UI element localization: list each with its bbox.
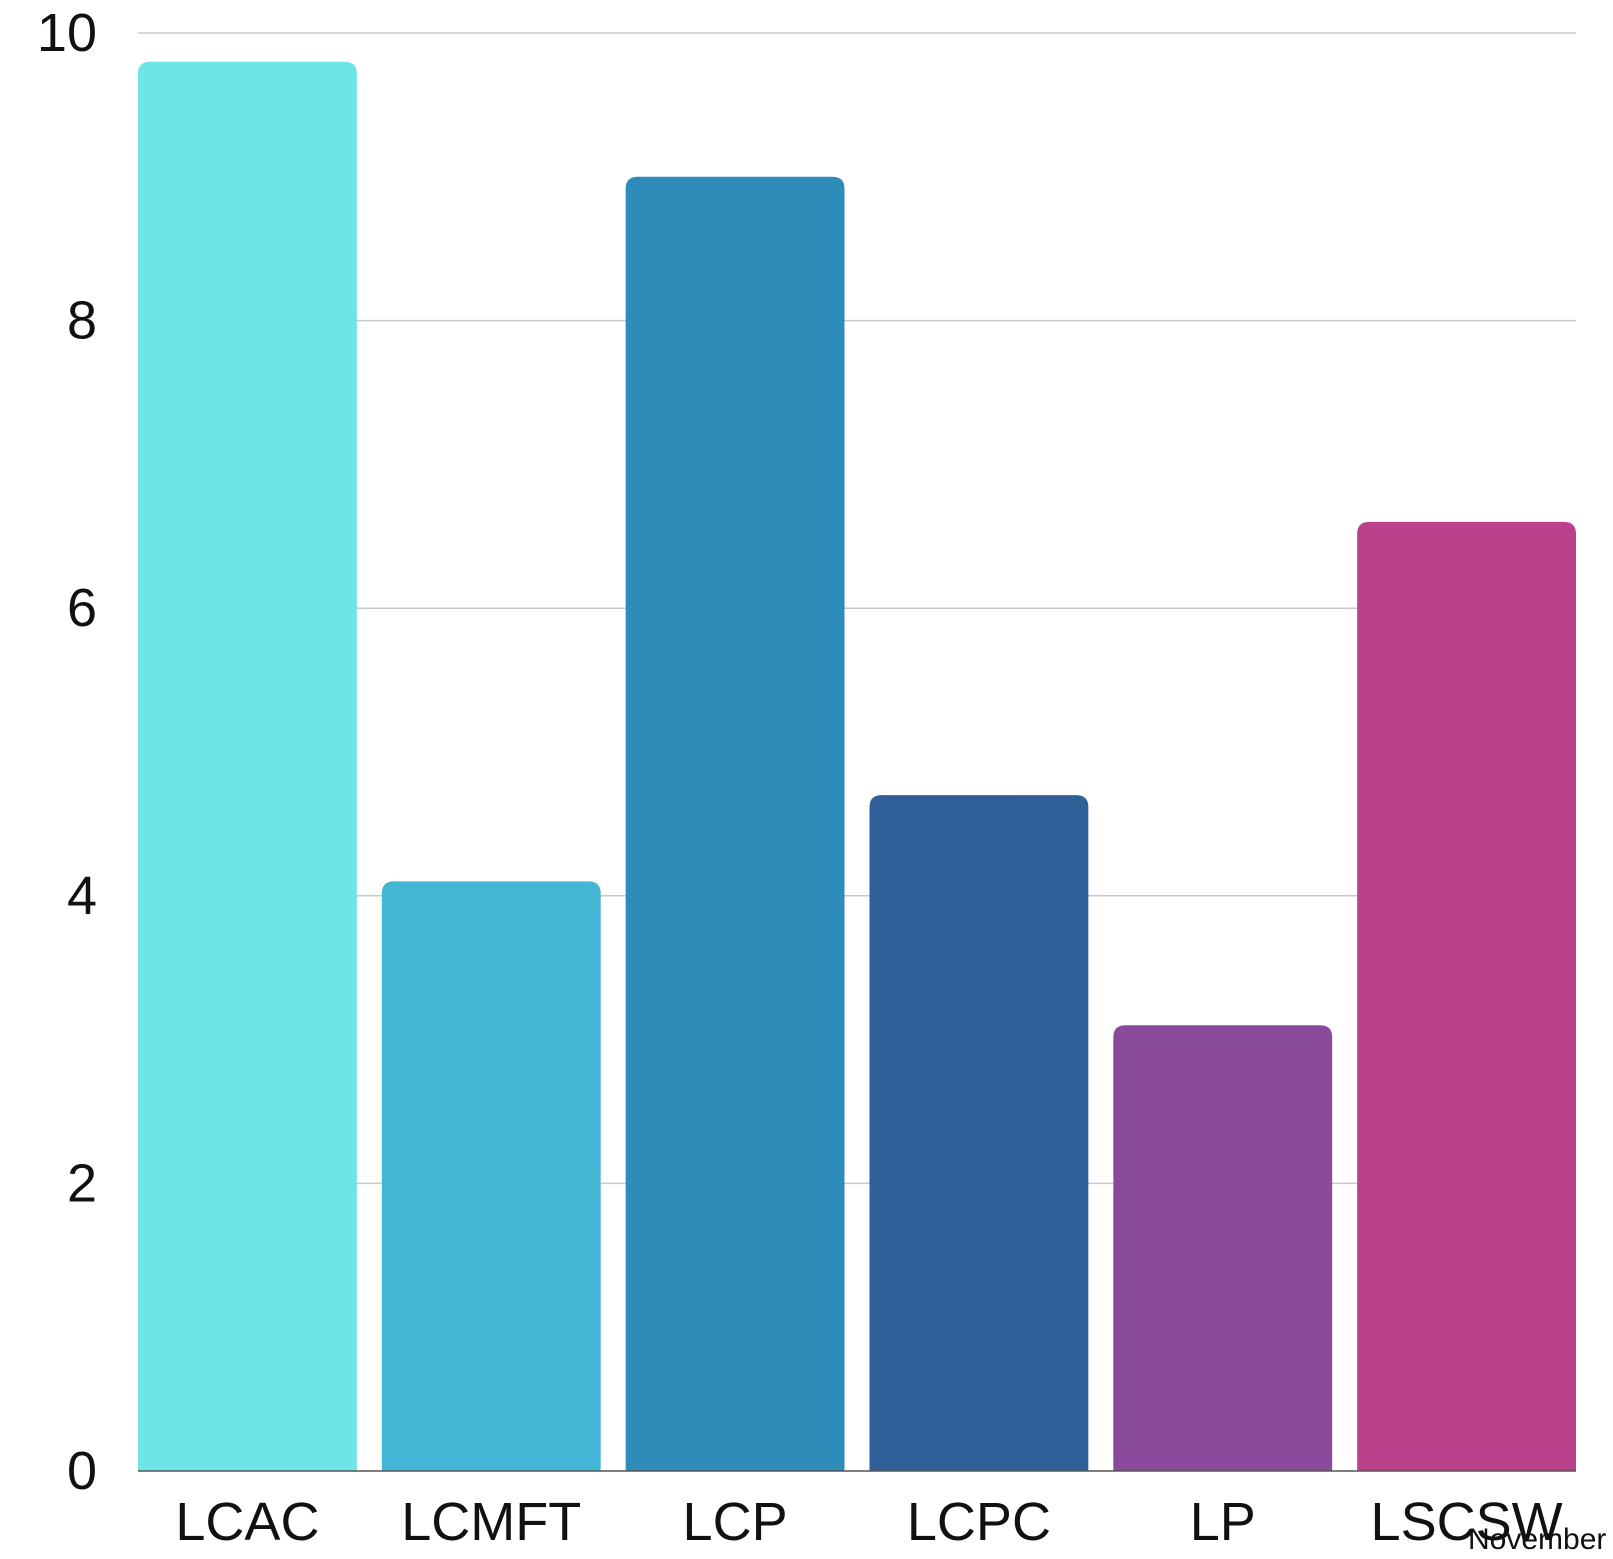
footer-note: November [1468,1523,1606,1556]
bars [138,61,1576,1471]
x-tick-label-lcmft: LCMFT [401,1492,581,1552]
bar-lcmft [381,881,601,1471]
bar-lscsw [1357,521,1576,1471]
gridlines [138,32,1576,1185]
bar-lcp [625,176,845,1471]
x-tick-label-lp: LP [1190,1492,1256,1552]
bar-lcpc [869,795,1089,1471]
y-axis-tick-labels: 0 2 4 6 8 10 [37,3,97,1501]
y-tick-label-8: 8 [67,291,97,351]
y-tick-label-2: 2 [67,1153,97,1213]
x-tick-label-lcpc: LCPC [907,1492,1051,1552]
x-tick-label-lcp: LCP [683,1492,788,1552]
y-tick-label-4: 4 [67,866,97,926]
x-axis-tick-labels: LCAC LCMFT LCP LCPC LP LSCSW [175,1492,1562,1552]
x-tick-label-lscsw: LSCSW [1371,1492,1563,1552]
bar-lp [1113,1025,1333,1471]
y-tick-label-6: 6 [67,578,97,638]
y-tick-label-0: 0 [67,1441,97,1501]
bar-lcac [138,61,357,1471]
x-tick-label-lcac: LCAC [175,1492,319,1552]
y-tick-label-10: 10 [37,3,97,63]
